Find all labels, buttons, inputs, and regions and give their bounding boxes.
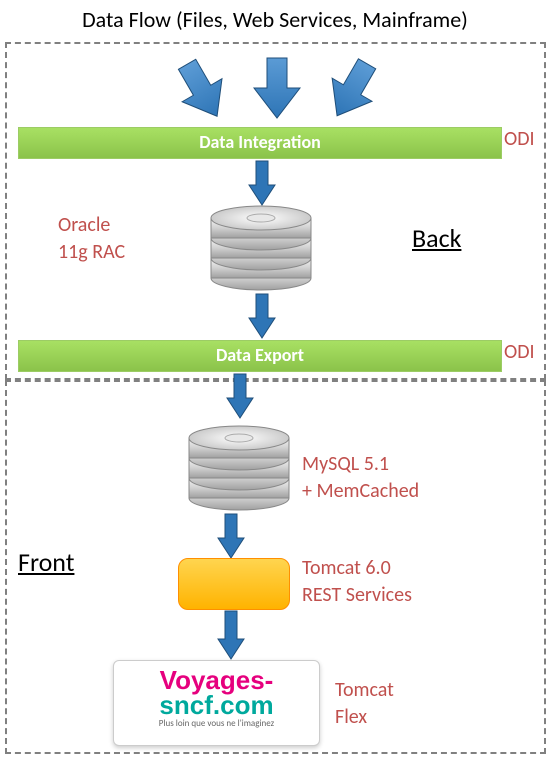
oracle-label-2: 11g RAC [58, 240, 125, 264]
tomcat-label-2: REST Services [302, 583, 412, 607]
flex-label: Flex [335, 705, 367, 729]
arrow-2 [247, 292, 277, 340]
oracle-label-1: Oracle [58, 213, 110, 237]
data-export-bar: Data Export [18, 340, 502, 372]
odi-label-1: ODI [504, 127, 535, 151]
tomcat-label-3: Tomcat [335, 678, 394, 702]
mysql-label-1: MySQL 5.1 [302, 452, 389, 476]
diagram-container: Data Flow (Files, Web Services, Mainfram… [0, 0, 551, 761]
arrow-3 [225, 372, 255, 420]
mysql-label-2: + MemCached [302, 479, 419, 503]
front-label: Front [18, 546, 74, 578]
arrow-in-center [250, 53, 305, 123]
back-label: Back [412, 222, 461, 254]
mysql-database-icon [183, 420, 295, 517]
logo-tagline: Plus loin que vous ne l'imaginez [114, 718, 319, 729]
arrow-5 [216, 609, 246, 661]
title: Data Flow (Files, Web Services, Mainfram… [40, 6, 510, 33]
tomcat-server-icon [178, 558, 290, 610]
oracle-database-icon [205, 200, 317, 297]
arrow-4 [216, 512, 246, 560]
tomcat-label-1: Tomcat 6.0 [302, 556, 391, 580]
voyages-sncf-logo: Voyages- sncf.com Plus loin que vous ne … [113, 660, 320, 746]
logo-line2: sncf.com [159, 690, 273, 720]
data-integration-bar: Data Integration [18, 127, 502, 159]
odi-label-2: ODI [504, 340, 535, 364]
